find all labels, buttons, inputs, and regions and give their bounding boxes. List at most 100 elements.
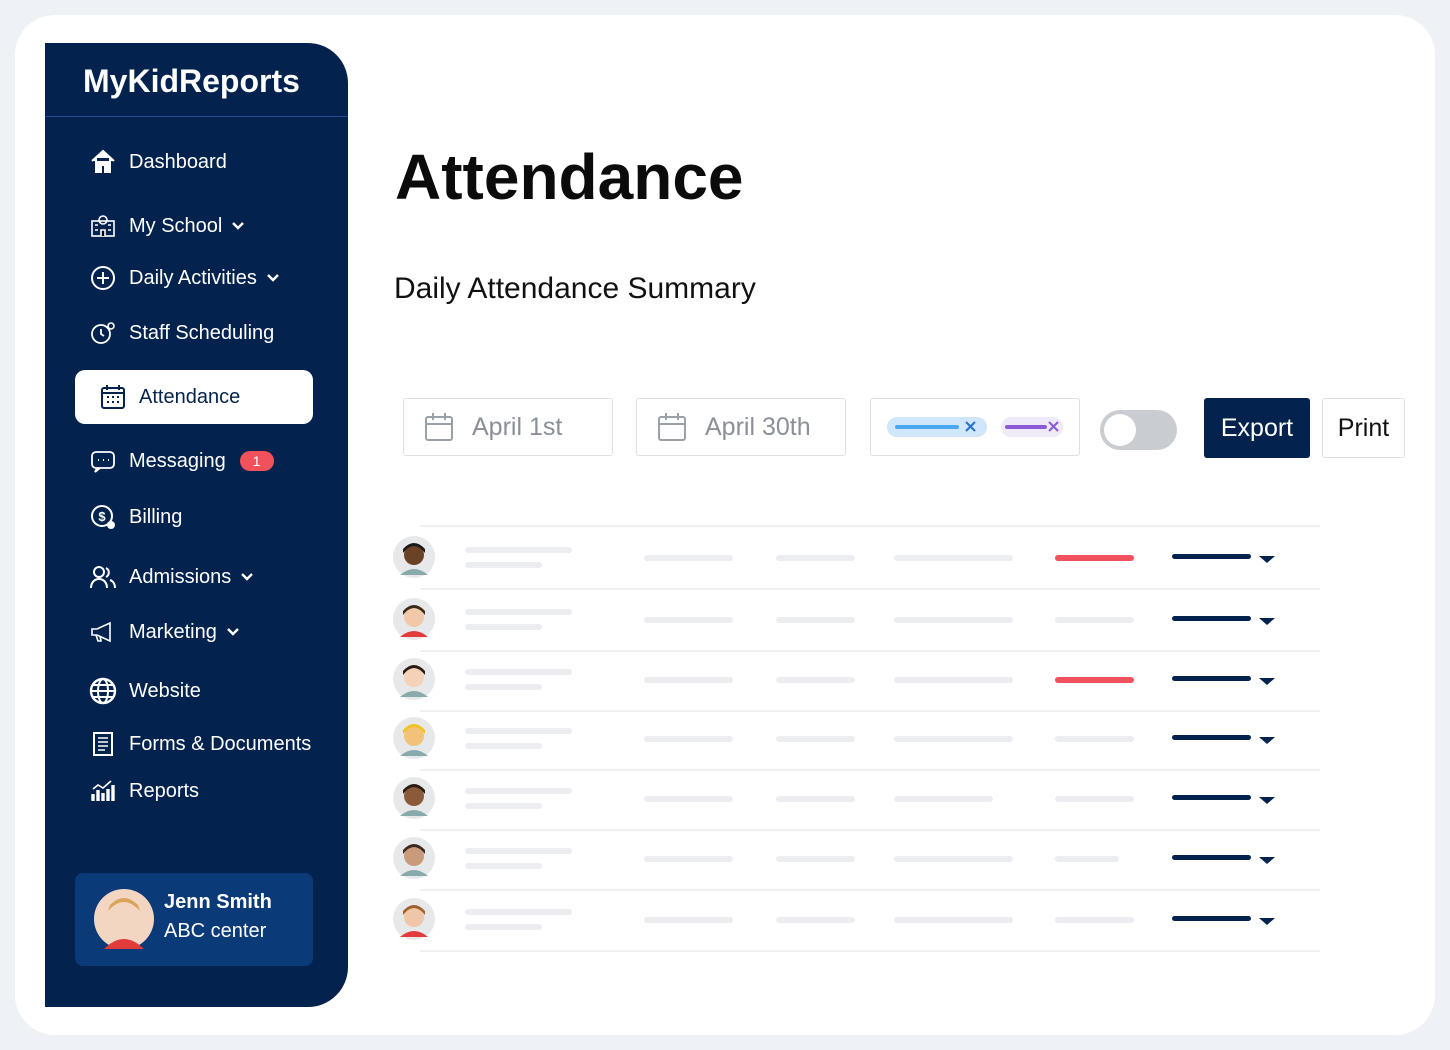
- nav-item[interactable]: Daily Activities: [75, 256, 313, 300]
- skeleton-bar: [465, 924, 542, 930]
- nav-item[interactable]: Forms & Documents: [75, 722, 313, 766]
- nav-icon: [90, 566, 116, 589]
- row-dropdown[interactable]: [1258, 617, 1276, 627]
- skeleton-bar: [465, 624, 542, 630]
- nav-icon: [91, 621, 111, 643]
- print-button[interactable]: Print: [1322, 398, 1405, 458]
- user-avatar: [94, 889, 154, 949]
- skeleton-bar: [1172, 616, 1251, 621]
- toggle[interactable]: [1100, 410, 1177, 450]
- skeleton-bar: [1172, 795, 1251, 800]
- nav-item[interactable]: $ Billing: [75, 495, 313, 539]
- nav-label: Website: [129, 679, 201, 702]
- row-dropdown[interactable]: [1258, 917, 1276, 927]
- nav-label: Staff Scheduling: [129, 321, 275, 344]
- nav-label: Forms & Documents: [129, 732, 312, 755]
- unread-badge: 1: [239, 451, 274, 471]
- student-avatar: [393, 837, 435, 879]
- user-org: ABC center: [164, 920, 267, 942]
- skeleton-bar: [894, 856, 1013, 862]
- nav-item[interactable]: Marketing: [75, 610, 313, 654]
- skeleton-bar: [894, 617, 1013, 623]
- nav-icon: [91, 149, 115, 173]
- nav-label: Daily Activities: [129, 266, 257, 289]
- skeleton-bar: [465, 863, 542, 869]
- nav-icon: $: [91, 505, 115, 529]
- calendar-icon: [658, 413, 686, 441]
- nav-icon: [91, 215, 115, 237]
- skeleton-bar: [465, 609, 572, 615]
- dropdown-chevron: [232, 222, 245, 230]
- row-dropdown[interactable]: [1258, 736, 1276, 746]
- row-dropdown[interactable]: [1258, 677, 1276, 687]
- skeleton-bar: [465, 684, 542, 690]
- row-divider: [420, 710, 1320, 712]
- skeleton-bar: [776, 917, 855, 923]
- skeleton-bar: [465, 909, 572, 915]
- row-divider: [420, 650, 1320, 652]
- nav-item[interactable]: Dashboard: [75, 140, 313, 184]
- nav-item[interactable]: Messaging 1: [75, 439, 313, 483]
- row-dropdown[interactable]: [1258, 555, 1276, 565]
- nav-label: Admissions: [129, 565, 232, 588]
- skeleton-bar: [894, 736, 1013, 742]
- dropdown-chevron: [226, 628, 239, 636]
- nav-item[interactable]: Website: [75, 669, 313, 713]
- skeleton-bar: [465, 803, 542, 809]
- skeleton-bar: [465, 547, 572, 553]
- nav-icon: [91, 322, 115, 344]
- row-dropdown[interactable]: [1258, 796, 1276, 806]
- svg-text:$: $: [98, 509, 106, 524]
- user-card[interactable]: Jenn Smith ABC center: [75, 873, 313, 966]
- skeleton-bar: [894, 555, 1013, 561]
- nav-icon: [91, 780, 115, 801]
- nav-item[interactable]: Attendance: [75, 370, 313, 424]
- skeleton-bar: [894, 796, 993, 802]
- skeleton-bar: [776, 796, 855, 802]
- skeleton-bar: [1055, 856, 1119, 862]
- start-date[interactable]: April 1st: [403, 398, 613, 456]
- skeleton-bar: [644, 796, 733, 802]
- skeleton-bar: [465, 728, 572, 734]
- calendar-icon: [425, 413, 453, 441]
- nav-item[interactable]: Admissions: [75, 555, 313, 599]
- student-avatar: [393, 777, 435, 819]
- page-title: Attendance: [395, 141, 744, 213]
- skeleton-bar: [1172, 676, 1251, 681]
- nav-item[interactable]: My School: [75, 204, 313, 248]
- nav-icon: [89, 677, 117, 705]
- skeleton-bar: [465, 669, 572, 675]
- student-avatar: [393, 598, 435, 640]
- skeleton-bar: [776, 555, 855, 561]
- sidebar: MyKidReports Jenn Smith ABC center Dashb…: [45, 43, 348, 1007]
- end-date-text: April 30th: [705, 412, 811, 441]
- student-avatar: [393, 658, 435, 700]
- nav-item[interactable]: Staff Scheduling: [75, 311, 313, 355]
- skeleton-bar: [465, 788, 572, 794]
- end-date[interactable]: April 30th: [636, 398, 846, 456]
- nav-icon: [101, 385, 125, 409]
- skeleton-bar: [1055, 555, 1134, 561]
- skeleton-bar: [776, 736, 855, 742]
- skeleton-bar: [776, 856, 855, 862]
- dropdown-chevron: [241, 573, 254, 581]
- nav-item[interactable]: Reports: [75, 769, 313, 813]
- export-button[interactable]: Export: [1204, 398, 1310, 458]
- skeleton-bar: [465, 562, 542, 568]
- row-divider: [420, 525, 1320, 527]
- skeleton-bar: [644, 917, 733, 923]
- nav-label: My School: [129, 214, 223, 237]
- skeleton-bar: [776, 617, 855, 623]
- nav-label: Billing: [129, 505, 183, 528]
- skeleton-bar: [465, 743, 542, 749]
- row-divider: [420, 769, 1320, 771]
- skeleton-bar: [894, 677, 1013, 683]
- tag-filter[interactable]: [870, 398, 1080, 456]
- skeleton-bar: [644, 677, 733, 683]
- skeleton-bar: [1055, 917, 1134, 923]
- dropdown-chevron: [266, 274, 279, 282]
- row-dropdown[interactable]: [1258, 856, 1276, 866]
- nav-label: Attendance: [139, 385, 241, 408]
- student-avatar: [393, 536, 435, 578]
